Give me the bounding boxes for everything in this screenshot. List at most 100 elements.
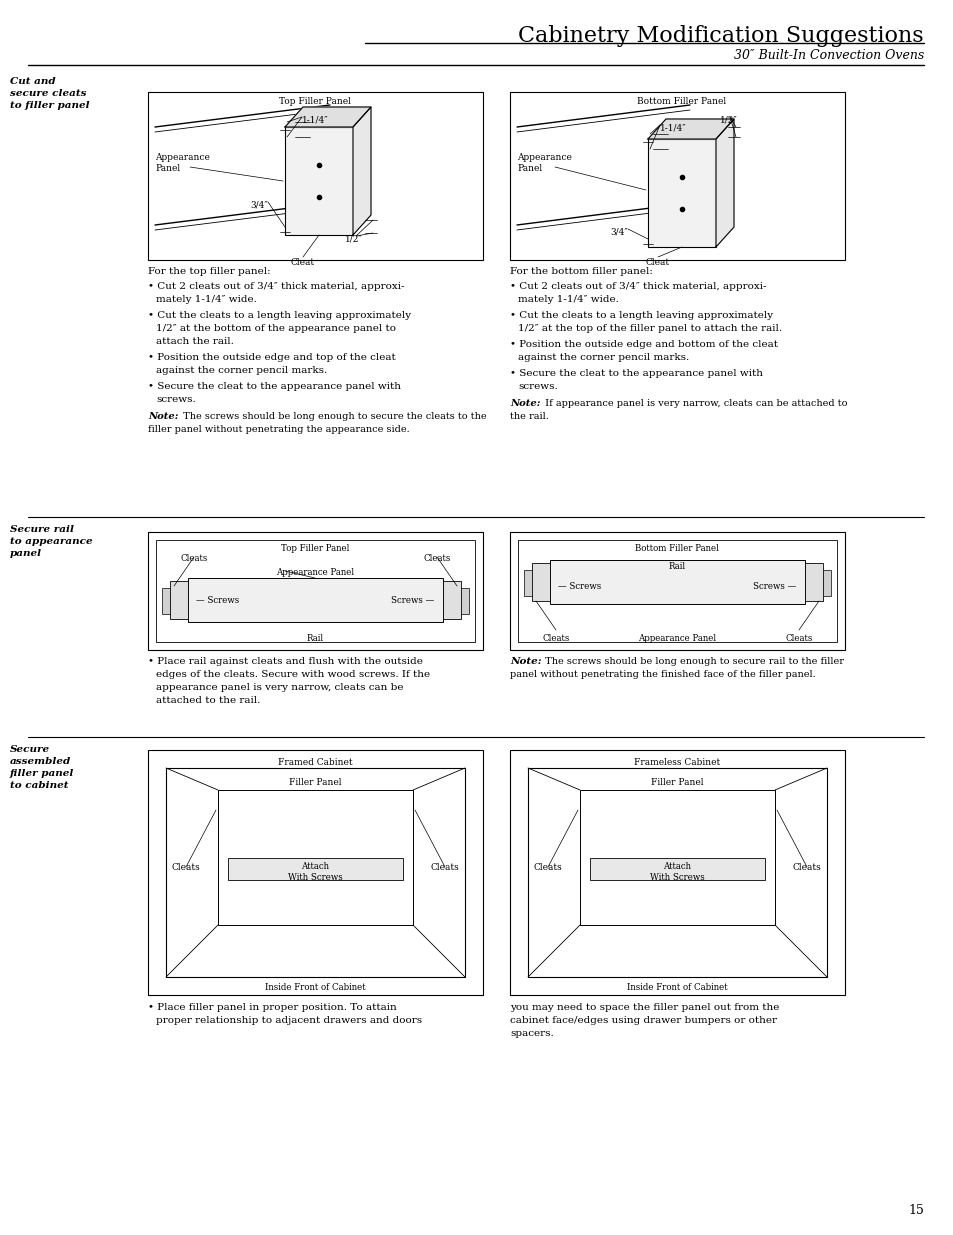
Text: mately 1-1/4″ wide.: mately 1-1/4″ wide.	[156, 295, 256, 304]
Bar	[442, 580, 460, 619]
Text: — Screws: — Screws	[195, 597, 239, 605]
Text: For the bottom filler panel:: For the bottom filler panel:	[510, 267, 652, 275]
Text: • Place rail against cleats and flush with the outside: • Place rail against cleats and flush wi…	[148, 657, 422, 666]
Bar	[550, 559, 804, 604]
Text: Note:: Note:	[510, 657, 541, 666]
Bar	[148, 750, 482, 995]
Text: • Place filler panel in proper position. To attain: • Place filler panel in proper position.…	[148, 1003, 396, 1011]
Text: — Screws: — Screws	[558, 582, 600, 592]
Polygon shape	[285, 107, 371, 127]
Text: filler panel without penetrating the appearance side.: filler panel without penetrating the app…	[148, 425, 410, 433]
Text: Appearance Panel: Appearance Panel	[275, 568, 354, 577]
Text: Cleat: Cleat	[291, 258, 314, 267]
Text: Appearance Panel: Appearance Panel	[638, 634, 716, 643]
Bar	[162, 588, 170, 614]
Bar	[647, 140, 716, 247]
Text: • Cut the cleats to a length leaving approximately: • Cut the cleats to a length leaving app…	[148, 311, 411, 320]
Text: 3/4″: 3/4″	[609, 227, 627, 236]
Text: 15: 15	[907, 1204, 923, 1216]
Bar	[285, 127, 353, 235]
Bar	[804, 563, 822, 601]
Text: The screws should be long enough to secure rail to the filler: The screws should be long enough to secu…	[541, 657, 843, 666]
Text: to filler panel: to filler panel	[10, 101, 90, 110]
Bar	[510, 91, 844, 261]
Bar	[532, 563, 550, 601]
Text: Attach: Attach	[301, 862, 329, 871]
Text: appearance panel is very narrow, cleats can be: appearance panel is very narrow, cleats …	[156, 683, 403, 692]
Text: 3/4″: 3/4″	[250, 200, 268, 209]
Text: panel: panel	[10, 550, 42, 558]
Text: Bottom Filler Panel: Bottom Filler Panel	[635, 543, 719, 553]
Text: spacers.: spacers.	[510, 1029, 553, 1037]
Text: Screws —: Screws —	[752, 582, 796, 592]
Text: Cut and: Cut and	[10, 77, 55, 86]
Text: • Secure the cleat to the appearance panel with: • Secure the cleat to the appearance pan…	[148, 382, 400, 391]
Bar	[148, 91, 482, 261]
Text: attach the rail.: attach the rail.	[156, 337, 233, 346]
Text: Inside Front of Cabinet: Inside Front of Cabinet	[626, 983, 726, 992]
Text: Framed Cabinet: Framed Cabinet	[277, 758, 352, 767]
Text: Panel: Panel	[154, 164, 180, 173]
Text: • Cut the cleats to a length leaving approximately: • Cut the cleats to a length leaving app…	[510, 311, 772, 320]
Text: Cleats: Cleats	[180, 555, 208, 563]
Text: Filler Panel: Filler Panel	[289, 778, 341, 787]
Polygon shape	[716, 119, 733, 247]
Text: proper relationship to adjacent drawers and doors: proper relationship to adjacent drawers …	[156, 1016, 421, 1025]
Text: Bottom Filler Panel: Bottom Filler Panel	[637, 98, 726, 106]
Bar	[822, 571, 830, 597]
Bar	[517, 540, 836, 642]
Text: Attach: Attach	[662, 862, 690, 871]
Bar	[579, 790, 774, 925]
Text: secure cleats: secure cleats	[10, 89, 87, 98]
Text: 1/2″ at the top of the filler panel to attach the rail.: 1/2″ at the top of the filler panel to a…	[517, 324, 781, 333]
Text: Cleats: Cleats	[533, 863, 561, 872]
Bar	[148, 532, 482, 650]
Text: Cleats: Cleats	[172, 863, 200, 872]
Text: Panel: Panel	[517, 164, 541, 173]
Text: attached to the rail.: attached to the rail.	[156, 697, 260, 705]
Text: panel without penetrating the finished face of the filler panel.: panel without penetrating the finished f…	[510, 671, 815, 679]
Text: Rail: Rail	[306, 634, 323, 643]
Text: With Screws: With Screws	[649, 873, 703, 882]
Text: filler panel: filler panel	[10, 769, 74, 778]
Text: the rail.: the rail.	[510, 412, 548, 421]
Bar	[188, 578, 442, 622]
Text: Rail: Rail	[668, 562, 685, 571]
Text: 1-1/4″: 1-1/4″	[302, 115, 328, 124]
Text: • Position the outside edge and top of the cleat: • Position the outside edge and top of t…	[148, 353, 395, 362]
Text: For the top filler panel:: For the top filler panel:	[148, 267, 271, 275]
Text: screws.: screws.	[517, 382, 558, 391]
Text: • Secure the cleat to the appearance panel with: • Secure the cleat to the appearance pan…	[510, 369, 762, 378]
Bar	[166, 768, 464, 977]
Bar	[228, 858, 402, 881]
Text: you may need to space the filler panel out from the: you may need to space the filler panel o…	[510, 1003, 779, 1011]
Text: Cleats: Cleats	[792, 863, 821, 872]
Text: to cabinet: to cabinet	[10, 781, 69, 790]
Bar	[156, 540, 475, 642]
Text: Cleats: Cleats	[430, 863, 459, 872]
Text: 30″ Built-In Convection Ovens: 30″ Built-In Convection Ovens	[733, 49, 923, 62]
Text: With Screws: With Screws	[287, 873, 342, 882]
Text: The screws should be long enough to secure the cleats to the: The screws should be long enough to secu…	[180, 412, 486, 421]
Text: to appearance: to appearance	[10, 537, 92, 546]
Text: 1/2″ at the bottom of the appearance panel to: 1/2″ at the bottom of the appearance pan…	[156, 324, 395, 333]
Text: Cabinetry Modification Suggestions: Cabinetry Modification Suggestions	[517, 25, 923, 47]
Text: Filler Panel: Filler Panel	[650, 778, 702, 787]
Text: edges of the cleats. Secure with wood screws. If the: edges of the cleats. Secure with wood sc…	[156, 671, 430, 679]
Text: • Position the outside edge and bottom of the cleat: • Position the outside edge and bottom o…	[510, 340, 778, 350]
Text: If appearance panel is very narrow, cleats can be attached to: If appearance panel is very narrow, clea…	[541, 399, 846, 408]
Bar	[523, 571, 532, 597]
Text: Note:: Note:	[510, 399, 540, 408]
Text: cabinet face/edges using drawer bumpers or other: cabinet face/edges using drawer bumpers …	[510, 1016, 776, 1025]
Text: • Cut 2 cleats out of 3/4″ thick material, approxi-: • Cut 2 cleats out of 3/4″ thick materia…	[510, 282, 765, 291]
Bar	[510, 532, 844, 650]
Text: Note:: Note:	[148, 412, 178, 421]
Text: Top Filler Panel: Top Filler Panel	[279, 98, 351, 106]
Text: 1/2″: 1/2″	[345, 233, 362, 243]
Text: Cleats: Cleats	[423, 555, 450, 563]
Bar	[460, 588, 469, 614]
Bar	[589, 858, 764, 881]
Text: against the corner pencil marks.: against the corner pencil marks.	[156, 366, 327, 375]
Text: Appearance: Appearance	[154, 153, 210, 162]
Text: screws.: screws.	[156, 395, 195, 404]
